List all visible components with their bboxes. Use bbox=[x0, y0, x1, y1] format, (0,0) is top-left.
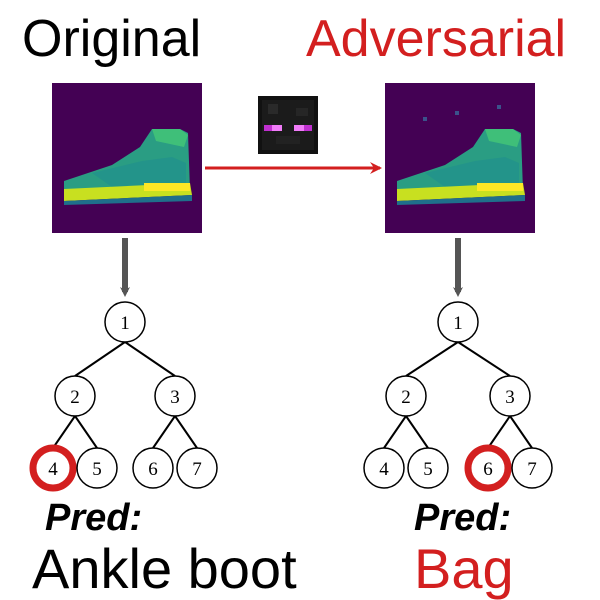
tree-node-label: 1 bbox=[120, 313, 130, 334]
tree-node bbox=[363, 447, 405, 489]
tree-node-label: 5 bbox=[92, 459, 102, 480]
tree-edge bbox=[383, 415, 407, 449]
adversarial-pred-label: Pred: bbox=[414, 497, 511, 539]
adversarial-decision-tree: 1 2 3 4 5 6 7 bbox=[363, 301, 553, 492]
tree-edge bbox=[405, 415, 429, 449]
enderman-face-icon bbox=[258, 96, 318, 154]
original-pred-value: Ankle boot bbox=[32, 537, 297, 600]
tree-node-label: 6 bbox=[148, 459, 158, 480]
tree-node bbox=[176, 447, 218, 489]
tree-node-label: 2 bbox=[401, 387, 411, 408]
tree-node-label: 3 bbox=[505, 387, 515, 408]
tree-node bbox=[132, 447, 174, 489]
tree-edge bbox=[509, 415, 533, 449]
tree-node-highlighted bbox=[464, 444, 512, 492]
tree-node bbox=[489, 375, 531, 417]
adversarial-title: Adversarial bbox=[306, 10, 566, 68]
original-title: Original bbox=[22, 10, 201, 68]
tree-node bbox=[407, 447, 449, 489]
tree-node bbox=[511, 447, 553, 489]
tree-node-label: 7 bbox=[192, 459, 202, 480]
tree-edge bbox=[405, 341, 459, 377]
tree-node-highlighted bbox=[29, 444, 77, 492]
tree-edge bbox=[74, 341, 126, 377]
tree-edge bbox=[457, 341, 511, 377]
original-pred-label: Pred: bbox=[45, 497, 142, 539]
tree-node-label: 4 bbox=[48, 459, 58, 480]
tree-edge bbox=[174, 415, 198, 449]
tree-node bbox=[154, 375, 196, 417]
tree-node-label: 5 bbox=[423, 459, 433, 480]
original-decision-tree: 1 2 3 4 5 6 7 bbox=[29, 301, 218, 492]
tree-edge bbox=[124, 341, 176, 377]
tree-node bbox=[54, 375, 96, 417]
tree-node-label: 6 bbox=[483, 459, 493, 480]
tree-node-label: 7 bbox=[527, 459, 537, 480]
tree-node bbox=[437, 301, 479, 343]
tree-node-label: 1 bbox=[453, 313, 463, 334]
adversarial-pred-value: Bag bbox=[414, 537, 514, 600]
tree-node bbox=[76, 447, 118, 489]
tree-edge bbox=[152, 415, 176, 449]
adversarial-boot-image bbox=[385, 83, 535, 233]
tree-edge bbox=[52, 415, 76, 449]
tree-node bbox=[385, 375, 427, 417]
tree-node-label: 4 bbox=[379, 459, 389, 480]
original-boot-image bbox=[52, 83, 202, 233]
tree-node-label: 3 bbox=[170, 387, 180, 408]
tree-node bbox=[104, 301, 146, 343]
tree-node-label: 2 bbox=[70, 387, 80, 408]
tree-edge bbox=[487, 415, 511, 449]
tree-edge bbox=[74, 415, 98, 449]
